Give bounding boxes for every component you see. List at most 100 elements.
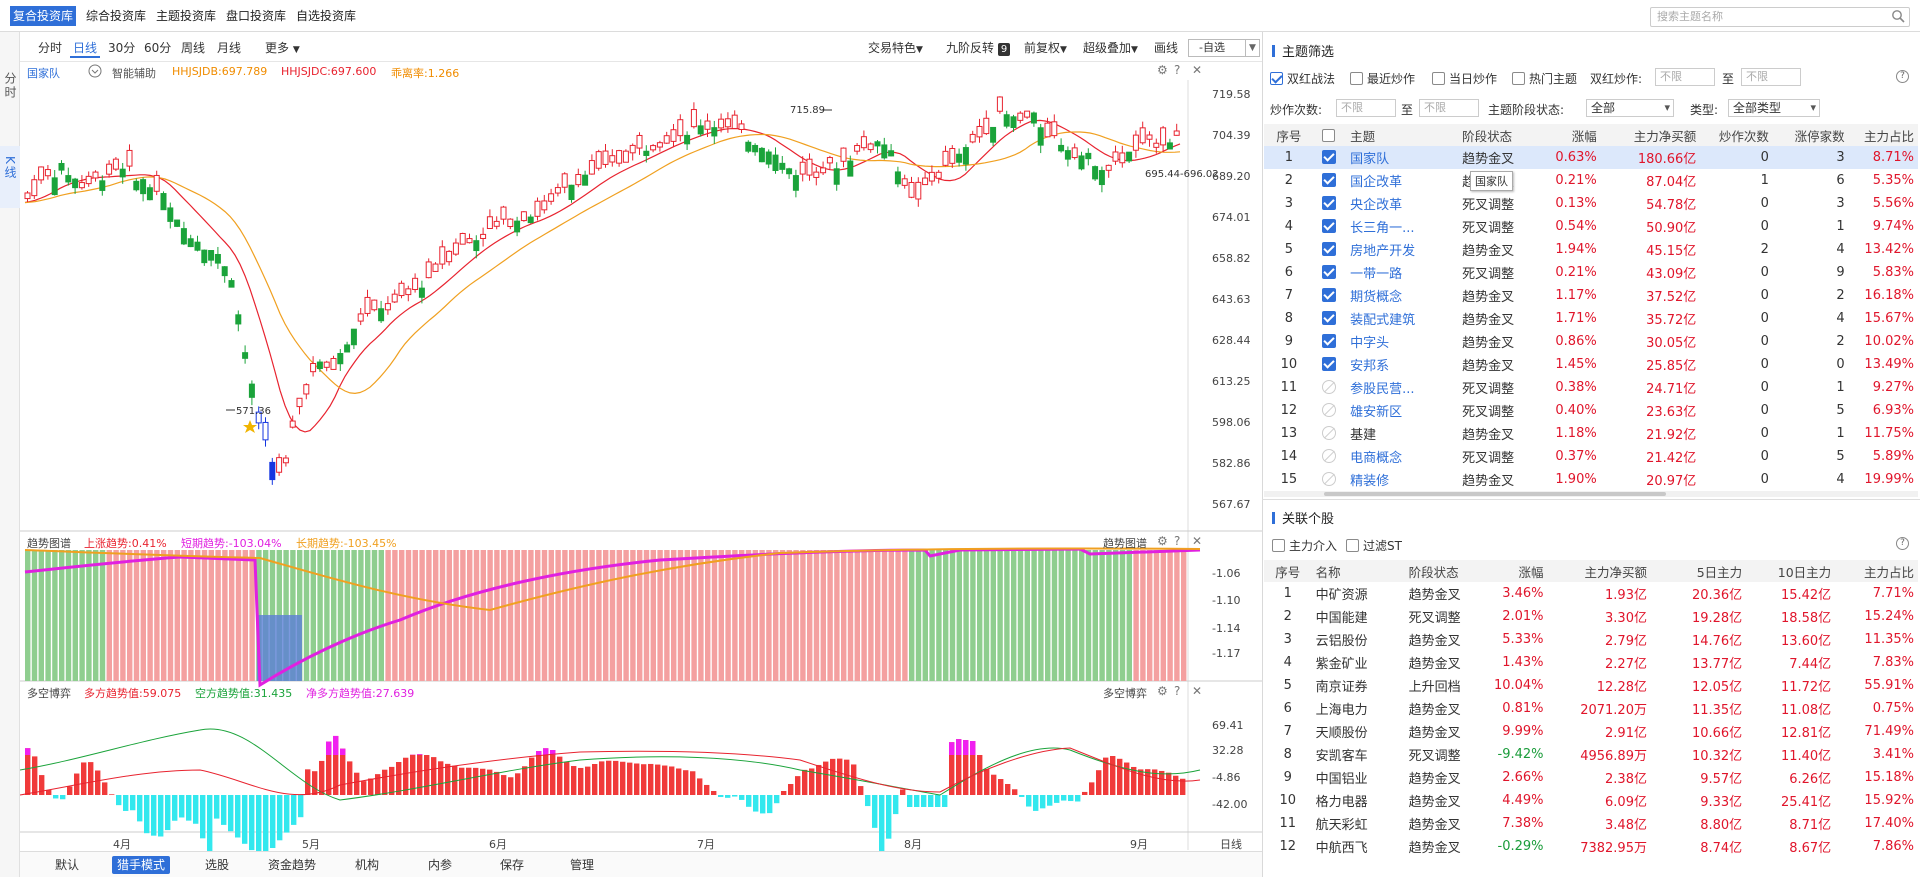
tab-zhuti[interactable]: 主题投资库 bbox=[156, 9, 217, 23]
table-row[interactable]: 10 安邦系 趋势金叉 1.45% 25.85亿 0 0 13.49% bbox=[1264, 353, 1918, 376]
table-row[interactable]: 4 紫金矿业 趋势金叉 1.43% 2.27亿 13.77亿 7.44亿 7.83% bbox=[1264, 651, 1918, 674]
table-row[interactable]: 8 装配式建筑 趋势金叉 1.71% 35.72亿 0 4 15.67% bbox=[1264, 307, 1918, 330]
col-change[interactable]: 涨幅 bbox=[1487, 560, 1548, 582]
table-row[interactable]: 7 期货概念 趋势金叉 1.17% 37.52亿 0 2 16.18% bbox=[1264, 284, 1918, 307]
table-row[interactable]: 12 雄安新区 死叉调整 0.40% 23.63亿 0 5 6.93% bbox=[1264, 399, 1918, 422]
col-change[interactable]: 涨幅 bbox=[1537, 124, 1601, 146]
period-week[interactable]: 周线 bbox=[181, 41, 206, 55]
cell-theme[interactable]: 央企改革 bbox=[1350, 198, 1403, 213]
tool-diejia[interactable]: 超级叠加▼ bbox=[1083, 41, 1138, 55]
table-row[interactable]: 10 格力电器 趋势金叉 4.49% 6.09亿 9.33亿 25.41亿 15.92% bbox=[1264, 789, 1918, 812]
period-day[interactable]: 日线 bbox=[70, 38, 101, 58]
table-row[interactable]: 3 央企改革 死叉调整 0.13% 54.78亿 0 3 5.56% bbox=[1264, 192, 1918, 215]
period-more[interactable]: 更多 ▼ bbox=[265, 41, 300, 55]
period-30m[interactable]: 30分 bbox=[108, 41, 136, 55]
cell-theme[interactable]: 国家队 bbox=[1350, 152, 1390, 167]
table-row[interactable]: 9 中国铝业 趋势金叉 2.66% 2.38亿 9.57亿 6.26亿 15.18% bbox=[1264, 766, 1918, 789]
table-row[interactable]: 14 电商概念 死叉调整 0.37% 21.42亿 0 5 5.89% bbox=[1264, 445, 1918, 468]
help-icon[interactable]: ? bbox=[1174, 684, 1181, 698]
cell-theme[interactable]: 一带一路 bbox=[1350, 267, 1403, 282]
col-check[interactable] bbox=[1313, 124, 1345, 146]
cell-name[interactable]: 中矿资源 bbox=[1315, 588, 1368, 603]
col-limitup[interactable]: 涨停家数 bbox=[1772, 124, 1849, 146]
table-row[interactable]: 6 上海电力 趋势金叉 0.81% 2071.20万 11.35亿 11.08亿 0.75% bbox=[1264, 697, 1918, 720]
cell-check[interactable] bbox=[1314, 422, 1344, 445]
count-max[interactable]: 不限 bbox=[1419, 99, 1479, 117]
table-row[interactable]: 5 南京证券 上升回档 10.04% 12.28亿 12.05亿 11.72亿 55.91% bbox=[1264, 674, 1918, 697]
type-select[interactable]: 全部类型 bbox=[1728, 99, 1820, 117]
stock-switch-icon[interactable] bbox=[88, 64, 102, 81]
cell-name[interactable]: 中国能建 bbox=[1315, 611, 1368, 626]
col-theme[interactable]: 主题 bbox=[1344, 124, 1463, 146]
col-netbuy[interactable]: 主力净买额 bbox=[1547, 560, 1651, 582]
shuanghong-max[interactable]: 不限 bbox=[1741, 68, 1801, 86]
period-month[interactable]: 月线 bbox=[217, 41, 242, 55]
close-icon[interactable]: ✕ bbox=[1192, 63, 1203, 77]
settings-icon[interactable]: ⚙ bbox=[1157, 63, 1168, 77]
btab-save[interactable]: 保存 bbox=[500, 858, 525, 872]
cell-theme[interactable]: 房地产开发 bbox=[1350, 244, 1416, 259]
col-name[interactable]: 名称 bbox=[1311, 560, 1403, 582]
btab-zijin[interactable]: 资金趋势 bbox=[268, 858, 317, 872]
cell-check[interactable] bbox=[1314, 468, 1344, 491]
cell-theme[interactable]: 精装修 bbox=[1350, 474, 1390, 489]
table-row[interactable]: 4 长三角一... 死叉调整 0.54% 50.90亿 0 1 9.74% bbox=[1264, 215, 1918, 238]
col-10d[interactable]: 10日主力 bbox=[1746, 560, 1836, 582]
settings-icon[interactable]: ⚙ bbox=[1157, 684, 1168, 698]
table-row[interactable]: 2 中国能建 死叉调整 2.01% 3.30亿 19.28亿 18.58亿 15.24% bbox=[1264, 605, 1918, 628]
table-scrollbar[interactable] bbox=[1264, 491, 1918, 497]
cell-check[interactable] bbox=[1314, 261, 1344, 284]
col-5d[interactable]: 5日主力 bbox=[1650, 560, 1747, 582]
cell-check[interactable] bbox=[1314, 169, 1344, 192]
opt-zuijin[interactable]: 最近炒作 bbox=[1350, 70, 1415, 87]
col-ratio[interactable]: 主力占比 bbox=[1835, 560, 1918, 582]
table-row[interactable]: 11 航天彩虹 趋势金叉 7.38% 3.48亿 8.80亿 8.71亿 17.40% bbox=[1264, 812, 1918, 835]
scrollbar-thumb[interactable] bbox=[1324, 492, 1666, 496]
cell-check[interactable] bbox=[1314, 307, 1344, 330]
tab-zonghe[interactable]: 综合投资库 bbox=[86, 9, 147, 23]
tool-fuquan[interactable]: 前复权▼ bbox=[1024, 41, 1067, 55]
tool-jiaoyi[interactable]: 交易特色▼ bbox=[868, 41, 923, 55]
col-count[interactable]: 炒作次数 bbox=[1700, 124, 1773, 146]
cell-name[interactable]: 云铝股份 bbox=[1315, 634, 1368, 649]
stage-select[interactable]: 全部 bbox=[1586, 99, 1674, 117]
search-input[interactable]: 搜索主题名称 bbox=[1650, 7, 1910, 27]
count-min[interactable]: 不限 bbox=[1336, 99, 1396, 117]
rail-kline[interactable]: K线 bbox=[0, 146, 20, 208]
zixuan-select[interactable]: -自选 ▼ bbox=[1188, 39, 1260, 57]
cell-theme[interactable]: 期货概念 bbox=[1350, 290, 1403, 305]
cell-theme[interactable]: 长三角一... bbox=[1350, 221, 1415, 236]
cell-check[interactable] bbox=[1314, 376, 1344, 399]
rail-fenshi[interactable]: 分时 bbox=[3, 72, 17, 100]
table-row[interactable]: 5 房地产开发 趋势金叉 1.94% 45.15亿 2 4 13.42% bbox=[1264, 238, 1918, 261]
tab-pankou[interactable]: 盘口投资库 bbox=[226, 9, 287, 23]
col-ratio[interactable]: 主力占比 bbox=[1848, 124, 1918, 146]
cell-check[interactable] bbox=[1314, 353, 1344, 376]
cell-theme[interactable]: 装配式建筑 bbox=[1350, 313, 1416, 328]
table-row[interactable]: 7 天顺股份 趋势金叉 9.99% 2.91亿 10.66亿 12.81亿 71.49% bbox=[1264, 720, 1918, 743]
cell-check[interactable] bbox=[1314, 330, 1344, 353]
table-row[interactable]: 1 国家队 趋势金叉 0.63% 180.66亿 0 3 8.71% bbox=[1264, 146, 1918, 169]
cell-theme[interactable]: 中字头 bbox=[1350, 336, 1390, 351]
table-row[interactable]: 13 基建 趋势金叉 1.18% 21.92亿 0 1 11.75% bbox=[1264, 422, 1918, 445]
table-row[interactable]: 8 安凯客车 死叉调整 -9.42% 4956.89万 10.32亿 11.40亿 3.41% bbox=[1264, 743, 1918, 766]
cell-check[interactable] bbox=[1314, 146, 1344, 169]
col-index[interactable]: 序号 bbox=[1264, 560, 1312, 582]
cell-theme[interactable]: 安邦系 bbox=[1350, 359, 1390, 374]
cell-check[interactable] bbox=[1314, 238, 1344, 261]
cell-name[interactable]: 格力电器 bbox=[1315, 795, 1368, 810]
cell-name[interactable]: 中航西飞 bbox=[1315, 841, 1368, 856]
btab-neican[interactable]: 内参 bbox=[428, 858, 453, 872]
cell-theme[interactable]: 电商概念 bbox=[1350, 451, 1403, 466]
cell-check[interactable] bbox=[1314, 192, 1344, 215]
close-icon[interactable]: ✕ bbox=[1192, 684, 1203, 698]
help-icon[interactable]: ? bbox=[1896, 537, 1909, 550]
cell-name[interactable]: 紫金矿业 bbox=[1315, 657, 1368, 672]
search-icon[interactable] bbox=[1891, 9, 1905, 29]
table-row[interactable]: 11 参股民营... 死叉调整 0.38% 24.71亿 0 1 9.27% bbox=[1264, 376, 1918, 399]
btab-hunter[interactable]: 猎手模式 bbox=[112, 856, 171, 874]
panel-divider[interactable] bbox=[1262, 32, 1263, 877]
cell-check[interactable] bbox=[1314, 215, 1344, 238]
btab-default[interactable]: 默认 bbox=[55, 858, 80, 872]
opt-st[interactable]: 过滤ST bbox=[1346, 537, 1402, 554]
